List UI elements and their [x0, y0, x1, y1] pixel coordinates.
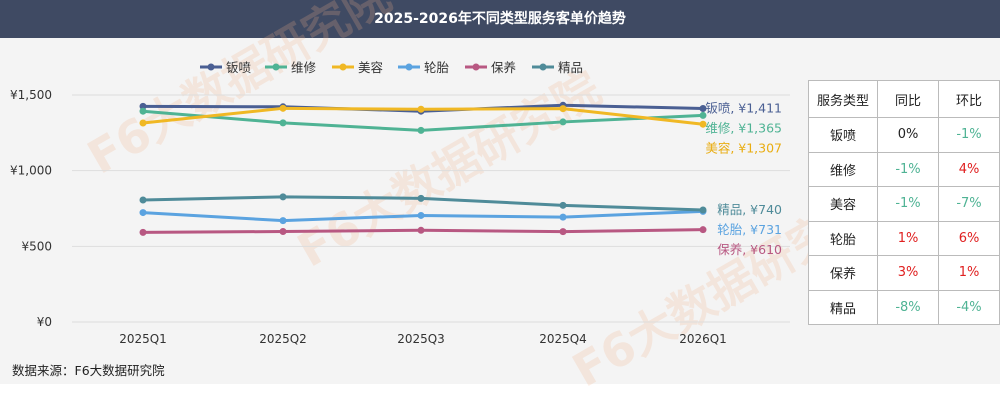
- data-point: [139, 196, 147, 204]
- data-point: [279, 119, 287, 127]
- cell-qoq: 6%: [938, 220, 1000, 256]
- data-point: [417, 194, 425, 202]
- cell-yoy: -1%: [877, 151, 939, 187]
- header-yoy: 同比: [877, 80, 939, 118]
- data-point: [279, 104, 287, 112]
- table-row: 美容 -1% -7%: [808, 186, 1000, 222]
- cell-yoy: 1%: [877, 220, 939, 256]
- data-point: [559, 105, 567, 113]
- cell-yoy: 3%: [877, 255, 939, 291]
- cell-yoy: -8%: [877, 289, 939, 325]
- legend-label: 美容: [358, 60, 383, 75]
- end-value-label: 维修, ¥1,365: [705, 120, 782, 135]
- data-point: [139, 228, 147, 236]
- source-note: 数据来源：F6大数据研究院: [12, 363, 165, 378]
- table-row: 维修 -1% 4%: [808, 151, 1000, 187]
- series-lines: [139, 101, 707, 236]
- legend-label: 维修: [291, 60, 317, 75]
- data-point: [139, 119, 147, 127]
- end-labels: 钣喷, ¥1,411 维修, ¥1,365 美容, ¥1,307 精品, ¥740 轮胎…: [705, 100, 782, 257]
- legend-label: 钣喷: [226, 60, 252, 75]
- table-header-row: 服务类型 同比 环比: [808, 80, 1000, 118]
- data-point: [279, 228, 287, 236]
- table-row: 精品 -8% -4%: [808, 289, 1000, 325]
- y-tick-label: ¥500: [21, 239, 52, 253]
- cell-service-type: 轮胎: [808, 220, 878, 256]
- table-row: 轮胎 1% 6%: [808, 220, 1000, 256]
- x-tick-label: 2025Q3: [397, 332, 445, 346]
- y-tick-label: ¥0: [37, 315, 52, 329]
- data-point: [699, 206, 707, 214]
- data-point: [559, 201, 567, 209]
- x-tick-label: 2025Q4: [539, 332, 587, 346]
- x-tick-label: 2025Q2: [259, 332, 307, 346]
- data-point: [139, 209, 147, 217]
- y-axis-ticks: ¥0 ¥500 ¥1,000 ¥1,500: [10, 88, 52, 329]
- cell-qoq: 1%: [938, 255, 1000, 291]
- watermark-text: F6大数据研究院: [79, 0, 400, 185]
- cell-yoy: -1%: [877, 186, 939, 222]
- legend-swatch-marker: [339, 63, 347, 71]
- table-row: 保养 3% 1%: [808, 255, 1000, 291]
- header-qoq: 环比: [938, 80, 1000, 118]
- data-point: [559, 118, 567, 126]
- data-point: [699, 111, 707, 119]
- cell-service-type: 维修: [808, 151, 878, 187]
- cell-qoq: 4%: [938, 151, 1000, 187]
- header-type: 服务类型: [808, 80, 878, 118]
- legend-swatch-marker: [539, 63, 547, 71]
- y-tick-label: ¥1,000: [10, 164, 52, 178]
- data-point: [279, 217, 287, 225]
- data-point: [139, 102, 147, 110]
- cell-yoy: 0%: [877, 117, 939, 153]
- legend-swatch-marker: [472, 63, 480, 71]
- cell-qoq: -1%: [938, 117, 1000, 153]
- data-point: [417, 126, 425, 134]
- cell-service-type: 钣喷: [808, 117, 878, 153]
- cell-service-type: 保养: [808, 255, 878, 291]
- end-value-label: 轮胎, ¥731: [717, 222, 782, 237]
- x-axis-ticks: 2025Q1 2025Q2 2025Q3 2025Q4 2026Q1: [119, 332, 727, 346]
- legend-label: 轮胎: [424, 60, 450, 75]
- legend-label: 精品: [558, 60, 583, 75]
- watermark-text: F6大数据研究院: [289, 61, 610, 277]
- data-point: [699, 104, 707, 112]
- x-tick-label: 2026Q1: [679, 332, 727, 346]
- end-value-label: 精品, ¥740: [717, 202, 782, 217]
- end-value-label: 钣喷, ¥1,411: [705, 100, 782, 115]
- change-table: 服务类型 同比 环比 钣喷 0% -1% 维修 -1% 4% 美容 -1% -7% 轮胎 1% 6% 保…: [808, 80, 1000, 325]
- data-point: [417, 226, 425, 234]
- y-tick-label: ¥1,500: [10, 88, 52, 102]
- legend: 钣喷 维修 美容 轮胎 保养 精品: [200, 60, 583, 75]
- data-point: [279, 193, 287, 201]
- data-point: [417, 211, 425, 219]
- cell-qoq: -7%: [938, 186, 1000, 222]
- cell-service-type: 精品: [808, 289, 878, 325]
- legend-swatch-marker: [207, 63, 215, 71]
- gridlines: [72, 94, 790, 323]
- x-tick-label: 2025Q1: [119, 332, 167, 346]
- data-point: [699, 226, 707, 234]
- cell-service-type: 美容: [808, 186, 878, 222]
- legend-swatch-marker: [405, 63, 413, 71]
- legend-swatch-marker: [272, 63, 280, 71]
- data-point: [417, 105, 425, 113]
- legend-label: 保养: [491, 60, 516, 75]
- end-value-label: 保养, ¥610: [717, 242, 782, 257]
- table-row: 钣喷 0% -1%: [808, 117, 1000, 153]
- data-point: [559, 213, 567, 221]
- data-point: [559, 228, 567, 236]
- end-value-label: 美容, ¥1,307: [705, 140, 782, 155]
- data-point: [139, 107, 147, 115]
- cell-qoq: -4%: [938, 289, 1000, 325]
- chart-title: 2025-2026年不同类型服务客单价趋势: [0, 0, 1000, 38]
- data-point: [699, 120, 707, 128]
